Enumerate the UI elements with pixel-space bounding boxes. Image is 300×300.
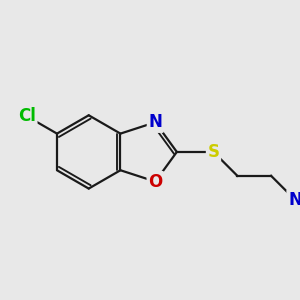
Text: N: N: [288, 191, 300, 209]
Text: Cl: Cl: [18, 107, 36, 125]
Text: S: S: [208, 143, 220, 161]
Text: O: O: [148, 172, 162, 190]
Text: N: N: [148, 113, 162, 131]
